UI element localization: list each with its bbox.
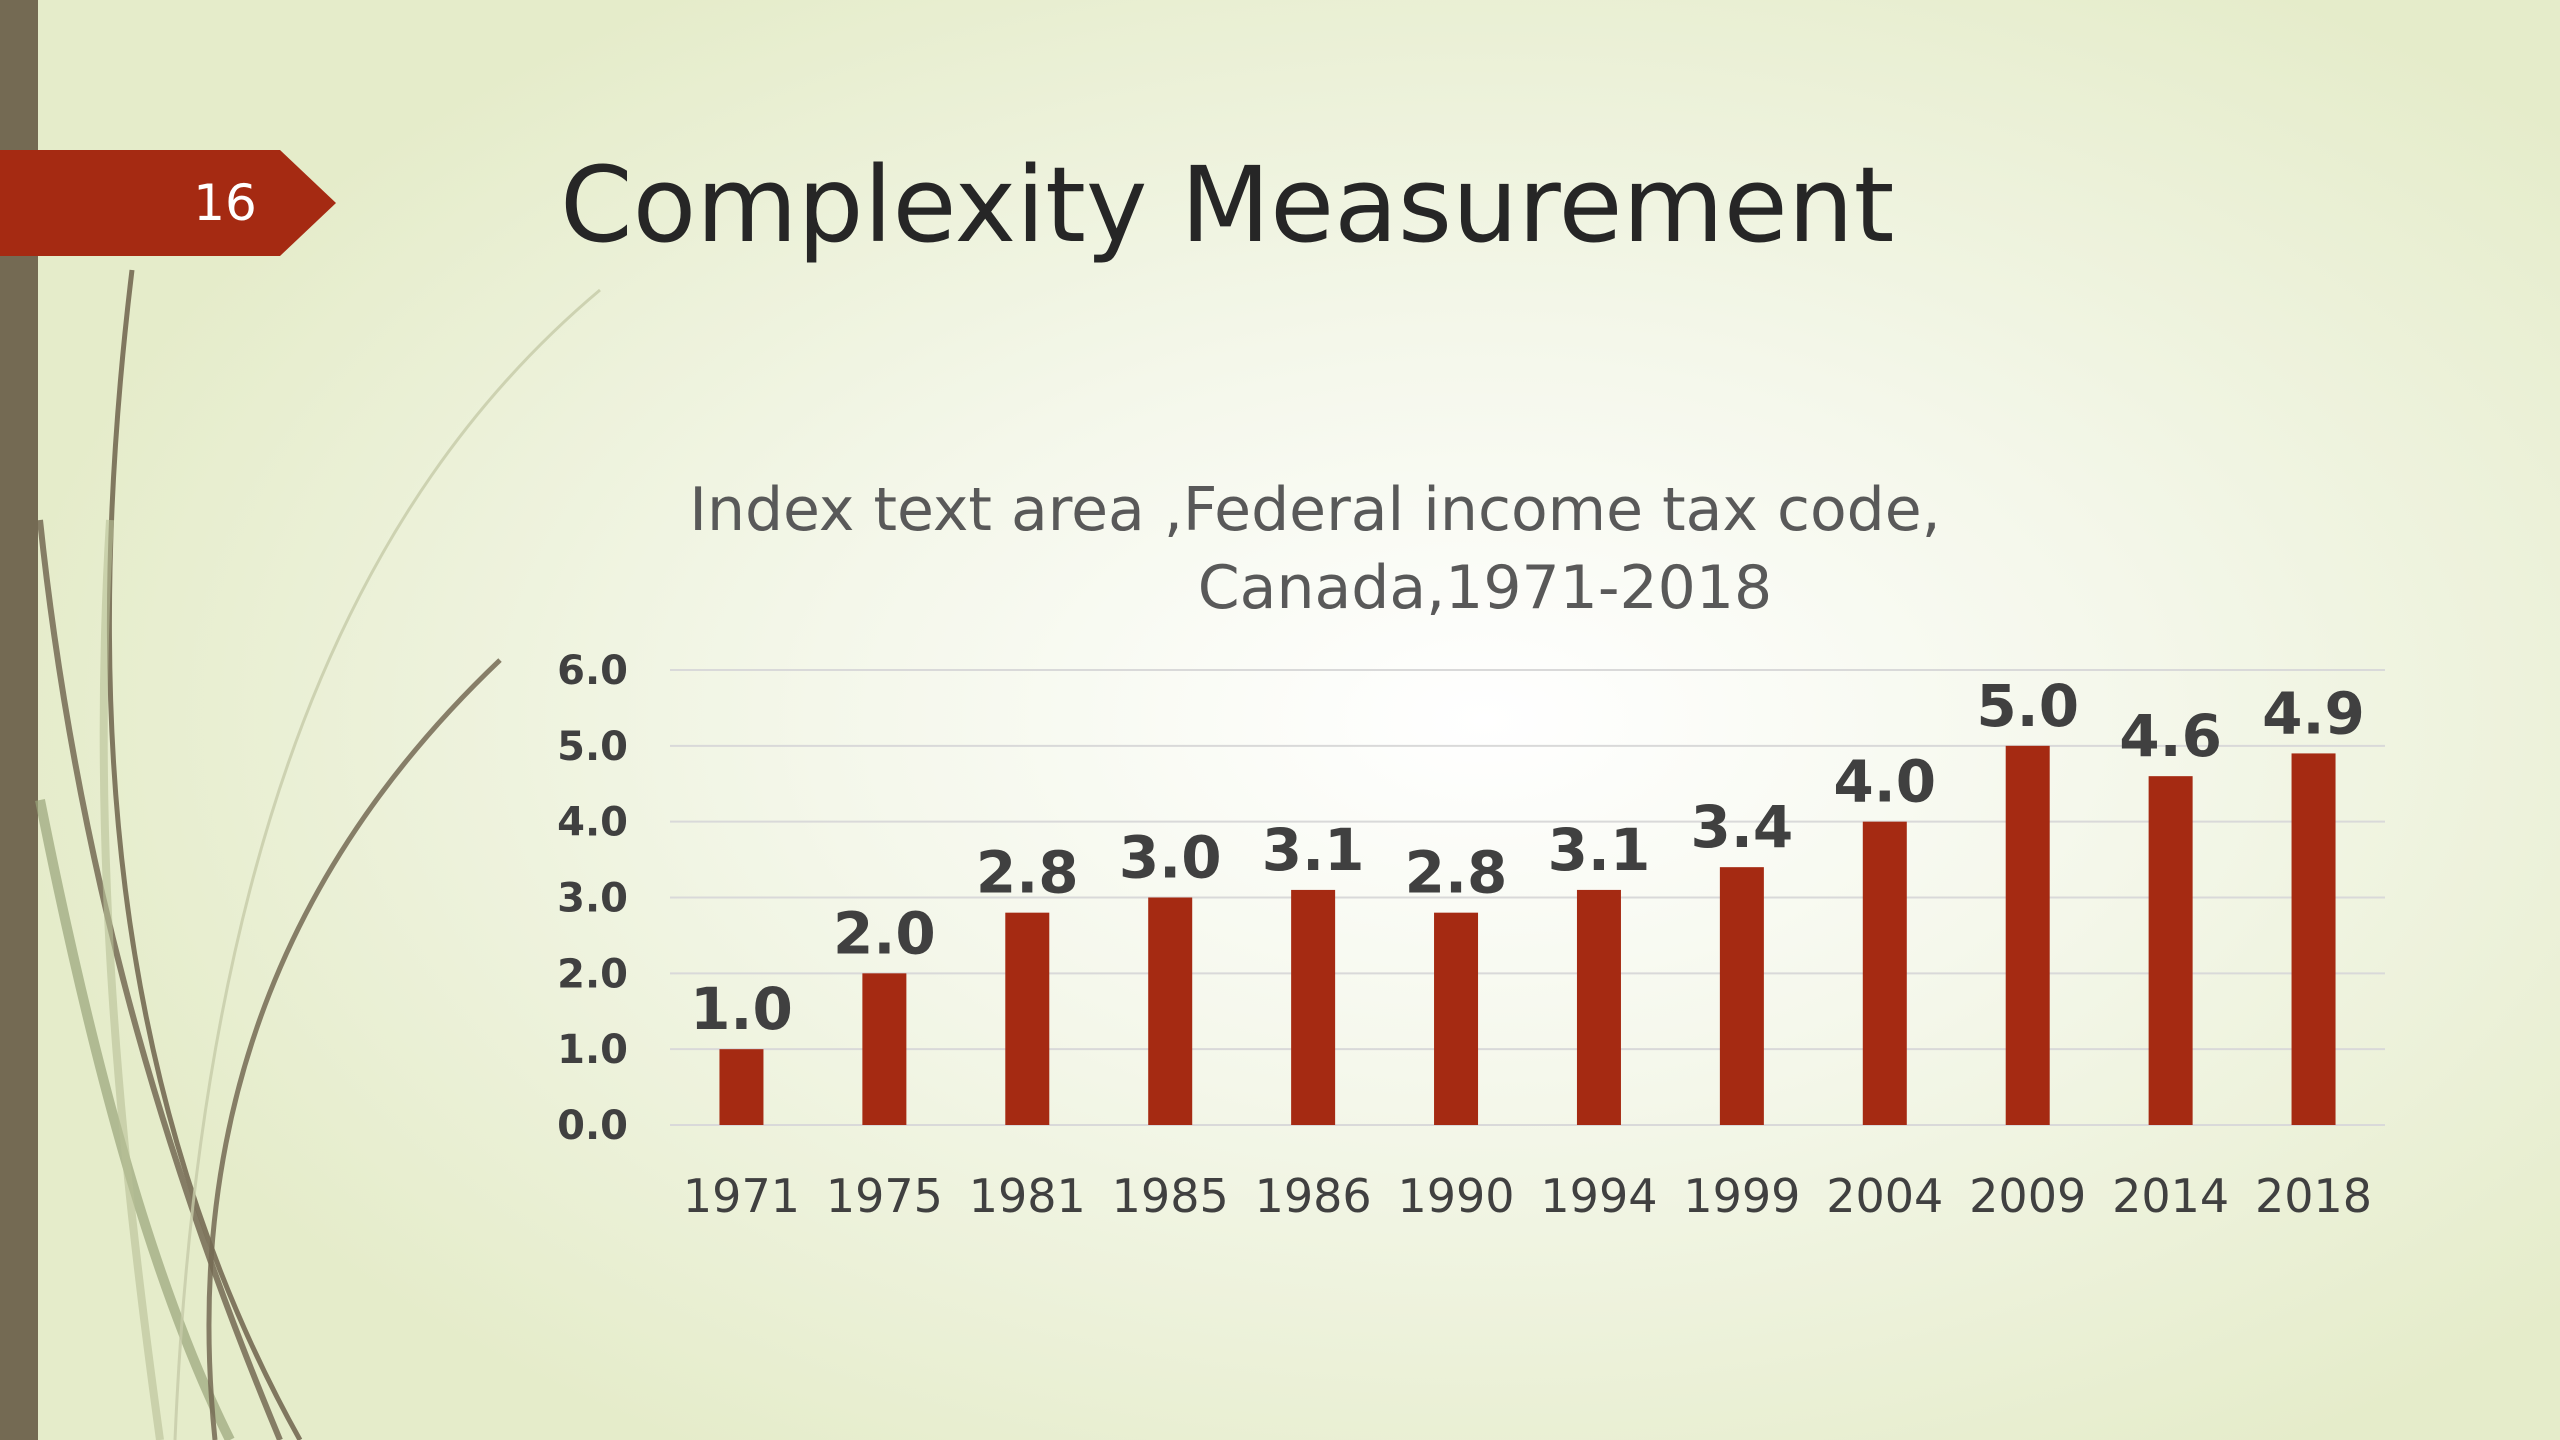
bar-2009 — [2005, 745, 2050, 1125]
data-label-1975: 2.0 — [833, 899, 936, 967]
bar-1971 — [719, 1049, 764, 1125]
y-tick-label: 5.0 — [557, 724, 628, 770]
bar-1985 — [1148, 897, 1193, 1125]
y-axis: 0.0 1.0 2.0 3.0 4.0 5.0 6.0 — [557, 648, 628, 1149]
chart-title: Index text area ,Federal income tax code… — [689, 475, 1940, 623]
data-label-2009: 5.0 — [1976, 672, 2079, 740]
x-tick-label-2018: 2018 — [2255, 1169, 2372, 1223]
x-tick-label-1990: 1990 — [1398, 1169, 1515, 1223]
bar-1999 — [1719, 867, 1764, 1125]
data-label-1971: 1.0 — [690, 975, 793, 1043]
x-tick-label-1971: 1971 — [683, 1169, 800, 1223]
y-tick-label: 2.0 — [557, 951, 628, 997]
bar-2014 — [2148, 776, 2193, 1125]
slide-number-badge — [0, 150, 336, 256]
bars — [719, 745, 2336, 1125]
bar-1981 — [1005, 912, 1050, 1125]
bar-1975 — [862, 973, 907, 1125]
y-tick-label: 3.0 — [557, 876, 628, 922]
data-labels: 1.0 2.0 2.8 3.0 3.1 2.8 3.1 3.4 4.0 5.0 4.6 4.9 — [690, 672, 2365, 1043]
x-tick-label-1994: 1994 — [1540, 1169, 1657, 1223]
data-label-2014: 4.6 — [2119, 702, 2222, 770]
x-tick-label-1985: 1985 — [1112, 1169, 1229, 1223]
bar-2018 — [2291, 753, 2336, 1125]
data-label-1981: 2.8 — [976, 839, 1079, 907]
y-tick-label: 6.0 — [557, 648, 628, 694]
data-label-1999: 3.4 — [1691, 793, 1794, 861]
chart-title-line-1: Index text area ,Federal income tax code… — [689, 475, 1940, 545]
data-label-2004: 4.0 — [1833, 748, 1936, 816]
bar-1986 — [1291, 889, 1336, 1125]
x-tick-label-1986: 1986 — [1255, 1169, 1372, 1223]
gridlines — [670, 669, 2385, 1126]
x-axis: 1971 1975 1981 1985 1986 1990 1994 1999 2004 2009… — [683, 1169, 2372, 1223]
x-tick-label-1975: 1975 — [826, 1169, 943, 1223]
y-tick-label: 1.0 — [557, 1027, 628, 1073]
x-tick-label-1981: 1981 — [969, 1169, 1086, 1223]
x-tick-label-1999: 1999 — [1683, 1169, 1800, 1223]
data-label-1986: 3.1 — [1262, 816, 1365, 884]
bar-1990 — [1434, 912, 1479, 1125]
bar-1994 — [1576, 889, 1621, 1125]
y-tick-label: 4.0 — [557, 800, 628, 846]
data-label-1985: 3.0 — [1119, 824, 1222, 892]
slide-title: Complexity Measurement — [560, 144, 1895, 266]
y-tick-label: 0.0 — [557, 1103, 628, 1149]
data-label-2018: 4.9 — [2262, 679, 2365, 747]
chart-title-line-2: Canada,1971-2018 — [1198, 553, 1772, 623]
x-tick-label-2009: 2009 — [1969, 1169, 2086, 1223]
slide-number: 16 — [193, 174, 257, 232]
data-label-1994: 3.1 — [1548, 816, 1651, 884]
bar-2004 — [1862, 821, 1907, 1125]
x-tick-label-2004: 2004 — [1826, 1169, 1943, 1223]
data-label-1990: 2.8 — [1405, 839, 1508, 907]
x-tick-label-2014: 2014 — [2112, 1169, 2229, 1223]
